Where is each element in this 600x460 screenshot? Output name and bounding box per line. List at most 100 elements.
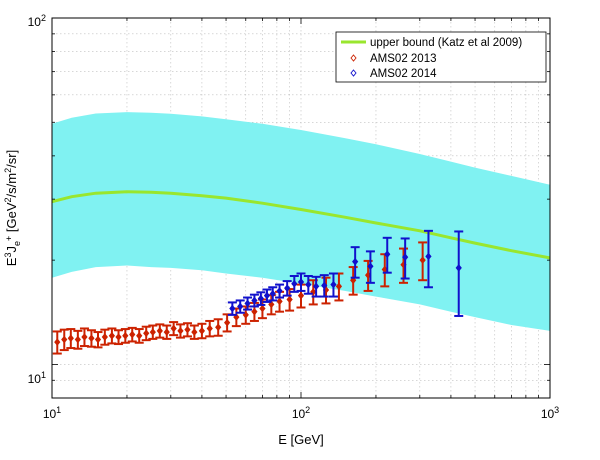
marker xyxy=(402,253,409,261)
marker xyxy=(257,294,264,303)
marker xyxy=(184,325,191,334)
marker xyxy=(206,324,213,333)
marker xyxy=(367,262,374,271)
marker xyxy=(352,257,359,266)
data-point xyxy=(275,283,285,299)
marker xyxy=(229,304,236,313)
marker xyxy=(143,329,150,338)
y-tick-label: 102 xyxy=(28,13,46,29)
marker xyxy=(425,252,432,261)
marker xyxy=(244,299,251,308)
marker xyxy=(321,281,328,290)
data-point xyxy=(382,236,392,274)
marker xyxy=(286,295,293,304)
marker xyxy=(54,338,61,346)
marker xyxy=(191,328,198,336)
marker xyxy=(251,296,258,305)
marker xyxy=(101,333,108,341)
data-point xyxy=(235,299,245,314)
data-point xyxy=(423,229,433,289)
legend: upper bound (Katz et al 2009) AMS02 2013… xyxy=(335,31,547,83)
data-point xyxy=(205,319,215,338)
marker xyxy=(149,328,156,336)
legend-ams2013-marker xyxy=(350,54,357,62)
marker xyxy=(67,334,74,343)
marker xyxy=(276,297,283,306)
data-point xyxy=(350,246,360,279)
marker xyxy=(81,333,88,341)
data-point xyxy=(52,330,62,355)
y-axis-label: E3Je+ [GeV2/s/m2/sr] xyxy=(3,150,22,266)
marker xyxy=(269,289,276,298)
marker xyxy=(170,324,177,333)
data-point xyxy=(197,322,207,340)
x-tick-label: 101 xyxy=(43,405,61,421)
data-point xyxy=(257,298,267,320)
legend-label-ams2013: AMS02 2013 xyxy=(370,53,437,65)
marker xyxy=(335,282,343,291)
marker xyxy=(198,327,206,335)
legend-ams2014-marker xyxy=(350,69,357,77)
marker xyxy=(115,333,122,341)
data-point xyxy=(328,272,338,298)
data-point xyxy=(213,318,223,337)
data-point xyxy=(418,241,428,282)
marker xyxy=(237,302,244,311)
marker xyxy=(276,287,283,295)
marker xyxy=(215,323,222,332)
marker xyxy=(177,327,184,335)
marker xyxy=(122,331,129,340)
data-point xyxy=(134,328,144,344)
x-tick-label: 103 xyxy=(541,405,559,421)
marker xyxy=(305,280,312,289)
marker xyxy=(94,335,102,344)
data-point xyxy=(227,301,237,316)
marker xyxy=(163,328,170,336)
data-point xyxy=(127,326,137,343)
data-point xyxy=(114,329,124,346)
marker xyxy=(251,307,258,316)
marker xyxy=(419,256,426,264)
data-point xyxy=(303,274,313,295)
marker xyxy=(310,288,317,296)
data-point xyxy=(268,286,278,302)
legend-label-ams2014: AMS02 2014 xyxy=(370,68,437,80)
data-point xyxy=(162,324,172,340)
data-point xyxy=(169,321,179,337)
x-axis-label: E [GeV] xyxy=(278,432,324,447)
legend-box xyxy=(335,31,547,83)
y-tick-label: 101 xyxy=(28,370,46,386)
marker xyxy=(129,330,136,339)
data-point xyxy=(141,325,151,342)
marker xyxy=(233,313,240,321)
marker xyxy=(61,335,68,344)
data-point xyxy=(182,322,192,338)
series-layer xyxy=(52,229,464,355)
band-layer xyxy=(52,112,550,331)
data-point xyxy=(256,291,266,306)
marker xyxy=(88,334,95,343)
marker xyxy=(291,279,298,288)
data-point xyxy=(262,288,272,303)
data-point xyxy=(282,280,292,297)
data-point xyxy=(311,275,321,298)
marker xyxy=(108,331,116,340)
data-point xyxy=(73,329,83,350)
marker xyxy=(263,291,271,300)
series-ams2014 xyxy=(227,229,464,317)
data-point xyxy=(175,323,185,339)
data-point xyxy=(400,237,410,280)
legend-label-upper-bound: upper bound (Katz et al 2009) xyxy=(370,37,522,49)
marker xyxy=(136,331,143,340)
marker xyxy=(297,278,305,286)
data-point xyxy=(148,324,158,340)
data-point xyxy=(222,313,232,333)
x-tick-label: 102 xyxy=(292,405,310,421)
data-point xyxy=(321,276,331,305)
marker xyxy=(312,282,320,291)
marker xyxy=(156,327,163,335)
uncertainty-band xyxy=(52,112,550,331)
data-point xyxy=(454,230,464,317)
data-point xyxy=(249,293,259,308)
